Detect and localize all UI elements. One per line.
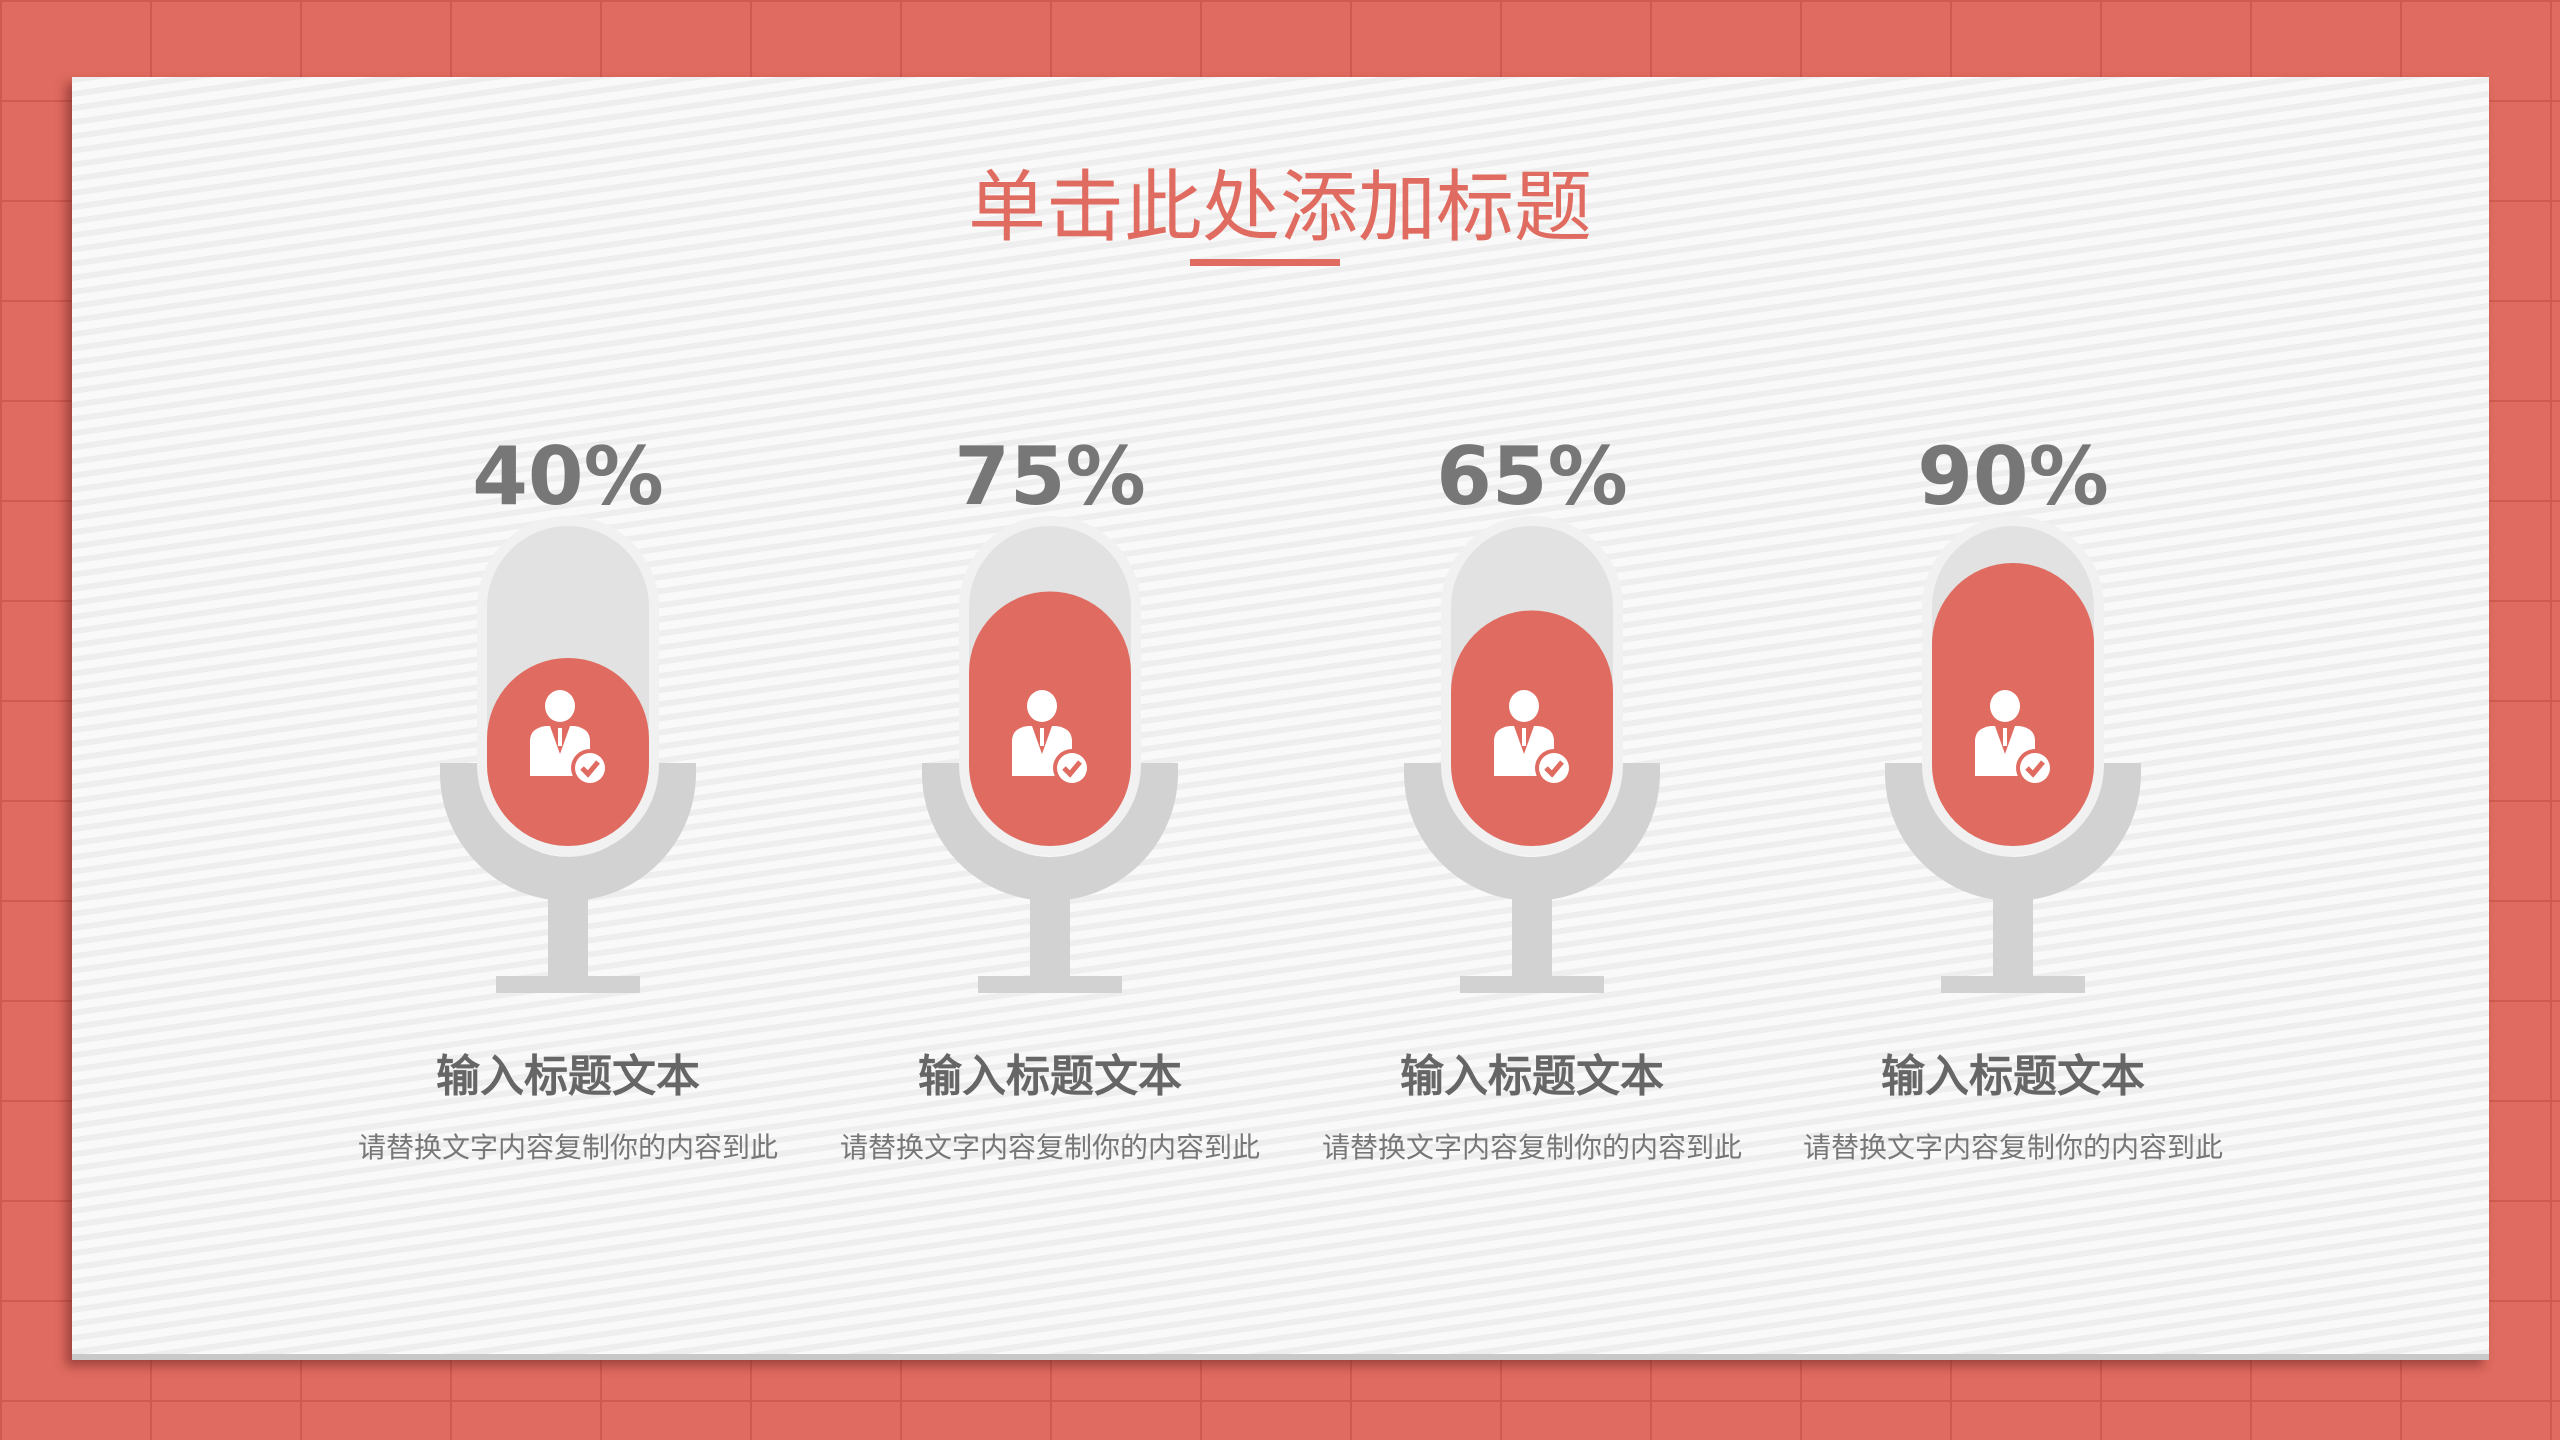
mic-holder [1404,763,1660,901]
mic-stem [1993,899,2033,979]
item-description: 请替换文字内容复制你的内容到此 [839,1131,1260,1164]
mic-base [1941,976,2085,993]
item-heading: 输入标题文本 [1881,1051,2145,1102]
businessman-check-icon [1012,690,1091,787]
mic-base [496,976,640,993]
percent-label: 40% [472,430,664,523]
businessman-check-icon [1975,690,2054,787]
mic-holder [922,763,1178,901]
mic-holder [1885,763,2141,901]
item-description: 请替换文字内容复制你的内容到此 [357,1131,778,1164]
title-underline [1190,259,1340,266]
mic-progress-graphic [1885,516,2141,993]
slide-title[interactable]: 单击此处添加标题 [967,163,1592,253]
businessman-check-icon [530,690,609,787]
mic-stem [1512,899,1552,979]
percent-label: 90% [1917,430,2109,523]
mic-holder [440,763,696,901]
mic-progress-graphic [1404,516,1660,993]
mic-base [978,976,1122,993]
businessman-check-icon [1494,690,1573,787]
mic-progress-graphic [440,516,696,993]
item-heading: 输入标题文本 [918,1051,1182,1102]
item-heading: 输入标题文本 [436,1051,700,1102]
item-description: 请替换文字内容复制你的内容到此 [1321,1131,1742,1164]
item-heading: 输入标题文本 [1400,1051,1664,1102]
mic-stem [1030,899,1070,979]
percent-label: 65% [1436,430,1628,523]
percent-label: 75% [954,430,1146,523]
mic-base [1460,976,1604,993]
item-description: 请替换文字内容复制你的内容到此 [1802,1131,2223,1164]
mic-progress-graphic [922,516,1178,993]
mic-stem [548,899,588,979]
